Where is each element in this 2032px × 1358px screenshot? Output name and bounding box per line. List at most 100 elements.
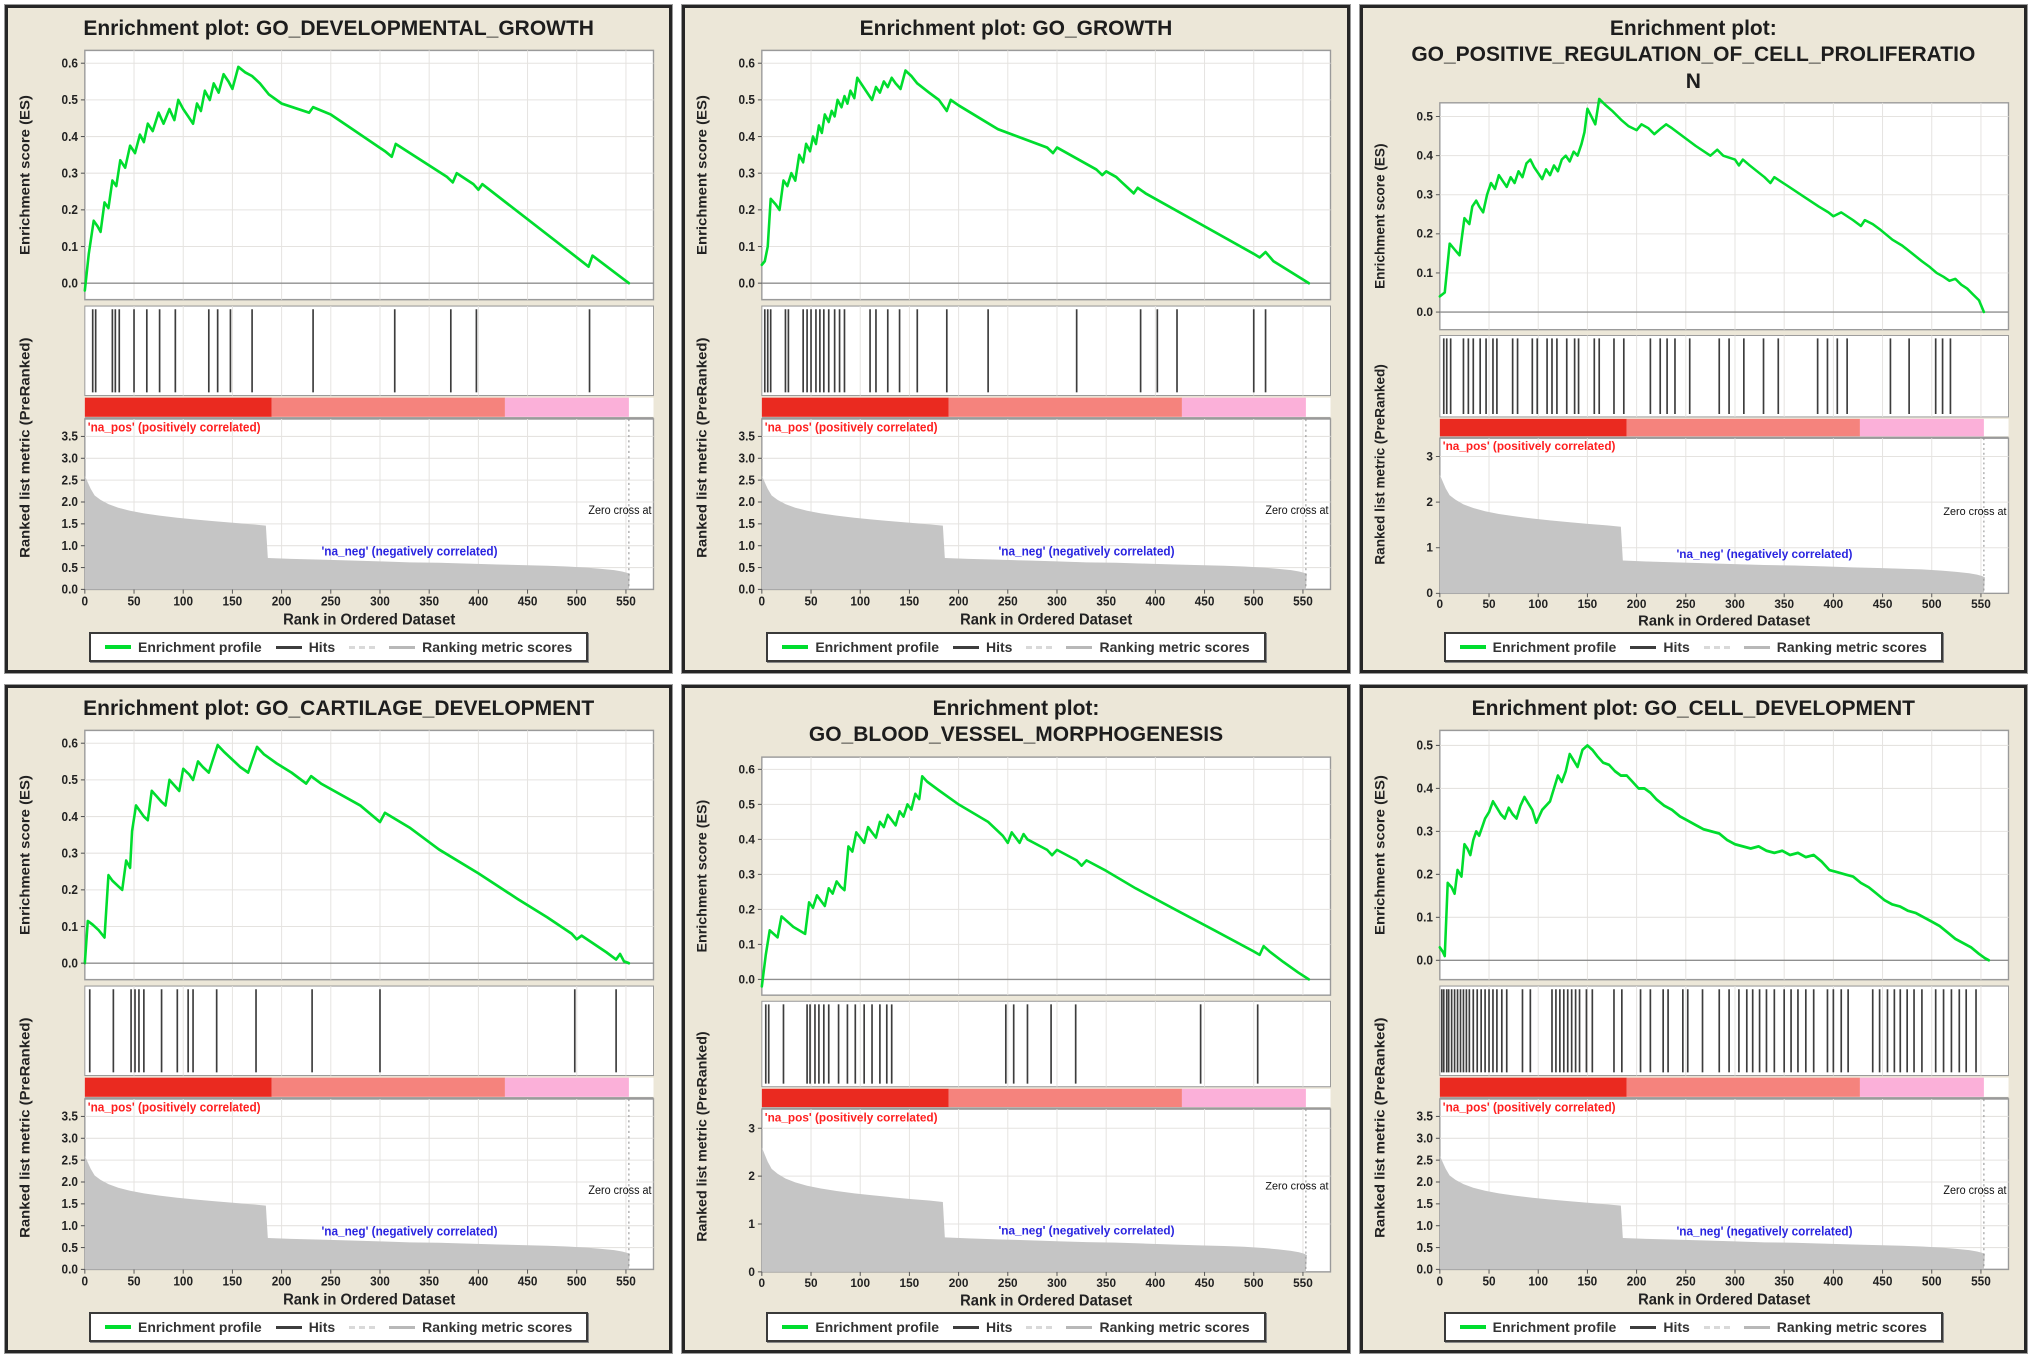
x-tick-label: 450 (1872, 598, 1892, 611)
enrichment-panel-3: Enrichment plot: GO_POSITIVE_REGULATION_O… (1359, 5, 2027, 673)
es-tick-label: 0.1 (62, 240, 79, 255)
na-pos-label: 'na_pos' (positively correlated) (1442, 440, 1615, 453)
metric-tick-label: 1 (1426, 541, 1433, 554)
x-tick-label: 500 (1922, 598, 1942, 611)
hits-legend-line-icon (275, 645, 302, 649)
legend: Enrichment profile Hits Ranking metric sco… (766, 632, 1266, 662)
es-tick-label: 0.1 (62, 920, 79, 935)
es-tick-label: 0.0 (739, 972, 756, 986)
na-neg-label: 'na_neg' (negatively correlated) (999, 544, 1175, 559)
es-tick-label: 0.3 (1416, 824, 1433, 839)
es-tick-label: 0.3 (62, 166, 79, 181)
gsea-plot: 0.0 0.1 0.2 0.3 0.4 0.5 0 1 2 3 0 50 100 150 200 250 300… (1372, 97, 2009, 628)
x-tick-label: 350 (1097, 594, 1117, 609)
legend-item: Ranking metric scores (1743, 1319, 1927, 1335)
enrichment-panel-4: Enrichment plot: GO_CARTILAGE_DEVELOPMEN… (5, 685, 673, 1353)
metric-tick-label: 1.5 (62, 517, 79, 532)
enrichment-score-curve (1438, 744, 1990, 962)
legend-item (1026, 1325, 1053, 1329)
legend-item: Enrichment profile (782, 1319, 939, 1335)
hits-strip (84, 985, 654, 1077)
es-tick-label: 0.2 (739, 902, 756, 916)
x-tick-label: 300 (370, 1274, 390, 1289)
x-tick-label: 550 (616, 594, 636, 609)
metric-tick-label: 3 (1426, 450, 1433, 463)
ranking-metric-scores-legend-line-icon (1066, 645, 1093, 649)
enrichment-profile-legend-line-icon (1459, 1325, 1486, 1329)
zero-cross-label: Zero cross at (588, 1185, 652, 1197)
x-tick-label: 250 (998, 594, 1018, 609)
metric-tick-label: 0 (749, 1264, 756, 1278)
legend-item: Ranking metric scores (1066, 1319, 1250, 1335)
metric-tick-label: 0.0 (62, 1262, 79, 1277)
legend-label: Hits (308, 639, 336, 655)
es-tick-label: 0.1 (739, 937, 756, 951)
es-tick-label: 0.2 (1416, 228, 1433, 241)
es-tick-label: 0.3 (62, 846, 79, 861)
gsea-plot: 0.0 0.1 0.2 0.3 0.4 0.5 0.6 0.0 0.5 1.0 1.5 2.0 2.5 3… (18, 729, 655, 1308)
x-tick-label: 450 (1195, 1275, 1215, 1289)
metric-tick-label: 3.5 (739, 430, 756, 445)
x-axis-label: Rank in Ordered Dataset (283, 1291, 455, 1308)
x-tick-label: 0 (82, 594, 89, 609)
x-tick-label: 250 (321, 1274, 341, 1289)
x-tick-label: 500 (1922, 1274, 1942, 1289)
ranking-metric-scores-legend-line-icon (1743, 1325, 1770, 1329)
x-tick-label: 0 (1436, 598, 1443, 611)
na-pos-label: 'na_pos' (positively correlated) (765, 421, 938, 436)
es-tick-label: 0.5 (62, 773, 79, 788)
es-axis-label: Enrichment score (ES) (696, 95, 711, 255)
enrichment-panel-6: Enrichment plot: GO_CELL_DEVELOPMENT 0.0 0… (1359, 685, 2027, 1353)
panel-title-line: Enrichment plot: GO_CARTILAGE_DEVELOPMEN… (83, 697, 595, 720)
ranking-metric-scores-legend-line-icon (1743, 645, 1770, 649)
legend-label: Ranking metric scores (1099, 1319, 1250, 1335)
x-tick-label: 200 (272, 594, 292, 609)
es-tick-label: 0.2 (739, 203, 756, 218)
es-tick-label: 0.3 (739, 867, 756, 881)
spacer-legend-line-icon (349, 1325, 376, 1329)
x-tick-label: 50 (805, 594, 818, 609)
legend-item (1026, 645, 1053, 649)
es-tick-label: 0.1 (1416, 910, 1433, 925)
x-tick-label: 100 (173, 1274, 193, 1289)
phenotype-colorbar-segment (271, 1077, 505, 1098)
panel-title: Enrichment plot: GO_POSITIVE_REGULATION_O… (1369, 12, 2018, 97)
x-tick-label: 550 (616, 1274, 636, 1289)
enrichment-score-curve (760, 69, 1311, 285)
es-tick-label: 0.4 (1416, 781, 1433, 796)
es-tick-label: 0.2 (62, 883, 79, 898)
rank-axis-label: Ranked list metric (PreRanked) (696, 338, 711, 559)
x-tick-label: 200 (272, 1274, 292, 1289)
enrichment-panel-2: Enrichment plot: GO_GROWTH 0.0 0.1 0.2 0.3 0.… (682, 5, 1350, 673)
x-axis-label: Rank in Ordered Dataset (1638, 1291, 1810, 1308)
legend-item: Enrichment profile (1459, 639, 1616, 655)
es-axis-label: Enrichment score (ES) (1372, 143, 1387, 288)
legend: Enrichment profile Hits Ranking metric sco… (1443, 632, 1943, 662)
metric-tick-label: 1.5 (1416, 1197, 1433, 1212)
hits-legend-line-icon (275, 1325, 302, 1329)
legend-label: Enrichment profile (1492, 1319, 1617, 1335)
x-tick-label: 400 (1823, 1274, 1843, 1289)
na-neg-label: 'na_neg' (negatively correlated) (1676, 548, 1852, 561)
legend-wrap: Enrichment profile Hits Ranking metric sco… (14, 628, 663, 662)
phenotype-colorbar-segment (504, 1077, 629, 1098)
x-tick-label: 300 (1725, 1274, 1745, 1289)
enrichment-score-curve (760, 774, 1311, 988)
metric-tick-label: 2.5 (62, 473, 79, 488)
phenotype-colorbar-segment (949, 397, 1183, 418)
legend-item: Hits (953, 639, 1012, 655)
legend-item: Ranking metric scores (1066, 639, 1250, 655)
spacer-legend-line-icon (1026, 1325, 1053, 1329)
hits-legend-line-icon (953, 1325, 980, 1329)
legend-label: Enrichment profile (138, 639, 262, 655)
phenotype-colorbar-segment (1182, 397, 1307, 418)
phenotype-colorbar-segment (762, 397, 950, 418)
na-pos-label: 'na_pos' (positively correlated) (765, 1110, 938, 1124)
phenotype-colorbar-segment (1439, 1077, 1627, 1098)
metric-tick-label: 0.0 (1416, 1262, 1433, 1277)
x-tick-label: 50 (805, 1275, 818, 1289)
legend-wrap: Enrichment profile Hits Ranking metric sco… (14, 1308, 663, 1342)
metric-tick-label: 1.0 (1416, 1219, 1433, 1234)
ranking-metric-area (762, 475, 1308, 590)
panel-title-line: Enrichment plot: GO_CELL_DEVELOPMENT (1471, 697, 1915, 720)
